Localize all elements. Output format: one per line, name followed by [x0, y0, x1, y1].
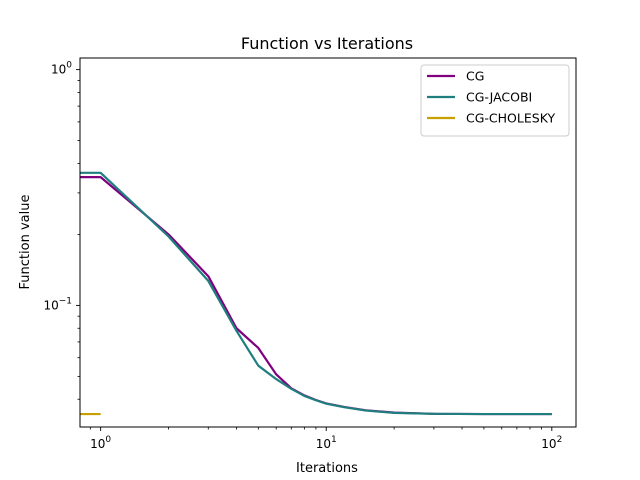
legend: CG CG-JACOBI CG-CHOLESKY: [420, 64, 570, 137]
y-tick-label: 100: [51, 61, 72, 77]
legend-label-1: CG: [466, 69, 484, 84]
legend-box: [420, 64, 570, 137]
x-tick-label: 102: [541, 435, 562, 451]
chart-title: Function vs Iterations: [241, 34, 413, 53]
legend-label-3: CG-CHOLESKY: [466, 111, 555, 126]
y-tick-label: 10−1: [43, 296, 72, 312]
series-line-2: [80, 171, 552, 416]
ticks-layer: 100 101 102 10−1 100: [43, 61, 562, 451]
plot-frame: [79, 57, 577, 428]
x-axis-label: Iterations: [296, 461, 358, 476]
legend-label-2: CG-JACOBI: [466, 90, 532, 105]
series-line-1: [80, 176, 552, 416]
x-tick-label: 101: [316, 435, 337, 451]
x-tick-label: 100: [90, 435, 111, 451]
y-axis-label: Function value: [18, 195, 33, 290]
series-layer: [80, 171, 552, 416]
